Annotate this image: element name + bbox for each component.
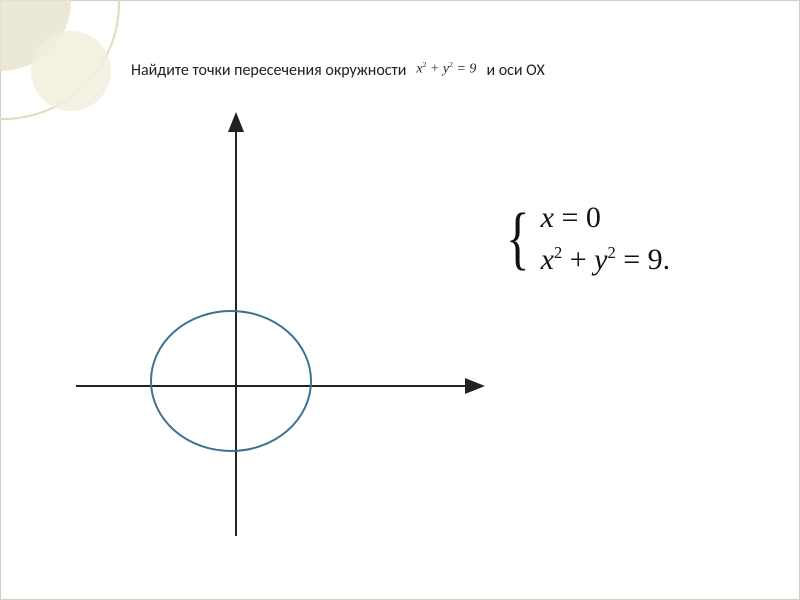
coordinate-graph bbox=[61, 101, 491, 551]
problem-equation: x2 + y2 = 9 bbox=[416, 60, 476, 78]
system-lines: x = 0 x2 + y2 = 9. bbox=[541, 201, 671, 277]
problem-after: и оси ОХ bbox=[486, 61, 544, 80]
problem-before: Найдите точки пересечения окружности bbox=[131, 61, 406, 80]
graph-svg bbox=[61, 101, 491, 551]
system-line-2: x2 + y2 = 9. bbox=[541, 243, 671, 277]
equation-system: { x = 0 x2 + y2 = 9. bbox=[501, 201, 670, 277]
problem-text: Найдите точки пересечения окружности x2 … bbox=[131, 61, 769, 80]
circle-curve bbox=[151, 311, 311, 451]
system-line-1: x = 0 bbox=[541, 201, 671, 235]
deco-circle-small bbox=[31, 31, 111, 111]
slide: Найдите точки пересечения окружности x2 … bbox=[0, 0, 800, 600]
system-brace: { bbox=[506, 209, 530, 269]
